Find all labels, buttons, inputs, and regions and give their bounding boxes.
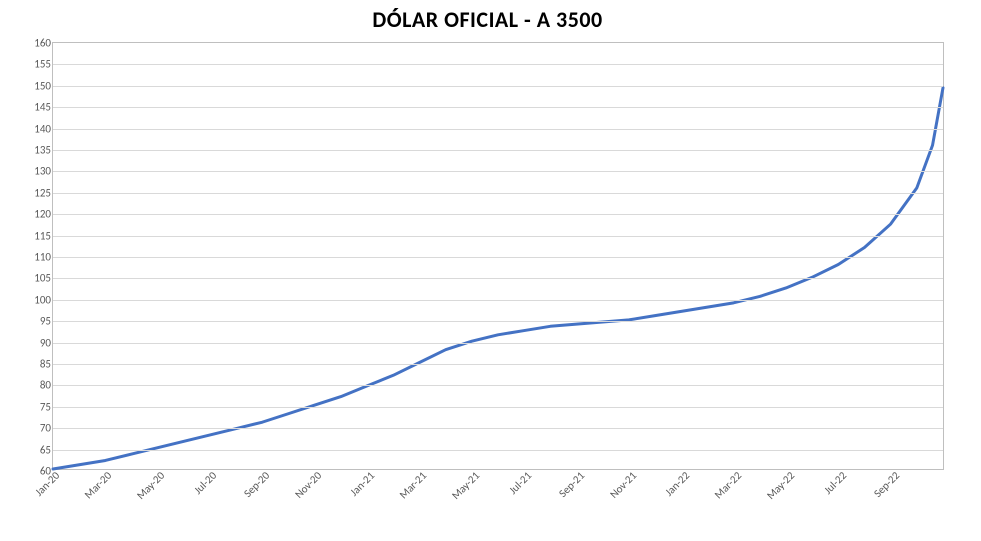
y-tick-label: 160 [17,37,51,50]
chart-container: DÓLAR OFICIAL - A 3500 60657075808590951… [0,0,981,541]
y-tick-label: 65 [17,443,51,456]
gridline [53,193,943,194]
y-tick-label: 70 [17,422,51,435]
gridline [53,107,943,108]
gridline [53,150,943,151]
x-tick-label: Jan-22 [662,469,724,531]
x-tick-label: Nov-20 [293,469,357,533]
y-tick-label: 105 [17,272,51,285]
y-tick-label: 130 [17,165,51,178]
x-tick-label: Jul-21 [507,469,567,529]
y-tick-label: 95 [17,315,51,328]
y-tick-label: 155 [17,58,51,71]
gridline [53,214,943,215]
gridline [53,321,943,322]
y-tick-label: 140 [17,122,51,135]
gridline [53,428,943,429]
x-tick-label: Mar-21 [397,469,461,533]
x-tick-label: Nov-21 [607,469,671,533]
x-tick-label: Jul-22 [821,469,881,529]
gridline [53,343,943,344]
y-axis-labels: 6065707580859095100105110115120125130135… [17,43,51,469]
gridline [53,364,943,365]
chart-title: DÓLAR OFICIAL - A 3500 [16,6,959,33]
x-tick-label: Jul-20 [192,469,252,529]
x-tick-label: Jan-21 [347,469,409,531]
x-tick-label: May-21 [449,469,514,534]
gridline [53,407,943,408]
gridline [53,64,943,65]
gridline [53,278,943,279]
y-tick-label: 110 [17,251,51,264]
y-tick-label: 85 [17,358,51,371]
gridline [53,86,943,87]
gridline [53,171,943,172]
x-axis-labels: Jan-20Mar-20May-20Jul-20Sep-20Nov-20Jan-… [53,469,943,527]
y-tick-label: 80 [17,379,51,392]
gridline [53,300,943,301]
x-tick-label: Sep-20 [241,469,304,532]
y-tick-label: 100 [17,293,51,306]
x-tick-label: Sep-22 [871,469,934,532]
y-tick-label: 150 [17,79,51,92]
gridline [53,129,943,130]
gridline [53,257,943,258]
gridline [53,385,943,386]
y-tick-label: 75 [17,400,51,413]
x-tick-label: May-22 [764,469,829,534]
y-tick-label: 125 [17,186,51,199]
plot-area: 6065707580859095100105110115120125130135… [52,42,944,470]
x-tick-label: May-20 [134,469,199,534]
x-tick-label: Mar-22 [712,469,776,533]
y-tick-label: 90 [17,336,51,349]
y-tick-label: 145 [17,101,51,114]
x-tick-label: Jan-20 [32,469,94,531]
gridline [53,236,943,237]
y-tick-label: 135 [17,144,51,157]
y-tick-label: 120 [17,208,51,221]
x-tick-label: Mar-20 [82,469,146,533]
y-tick-label: 115 [17,229,51,242]
x-tick-label: Sep-21 [556,469,619,532]
gridline [53,450,943,451]
